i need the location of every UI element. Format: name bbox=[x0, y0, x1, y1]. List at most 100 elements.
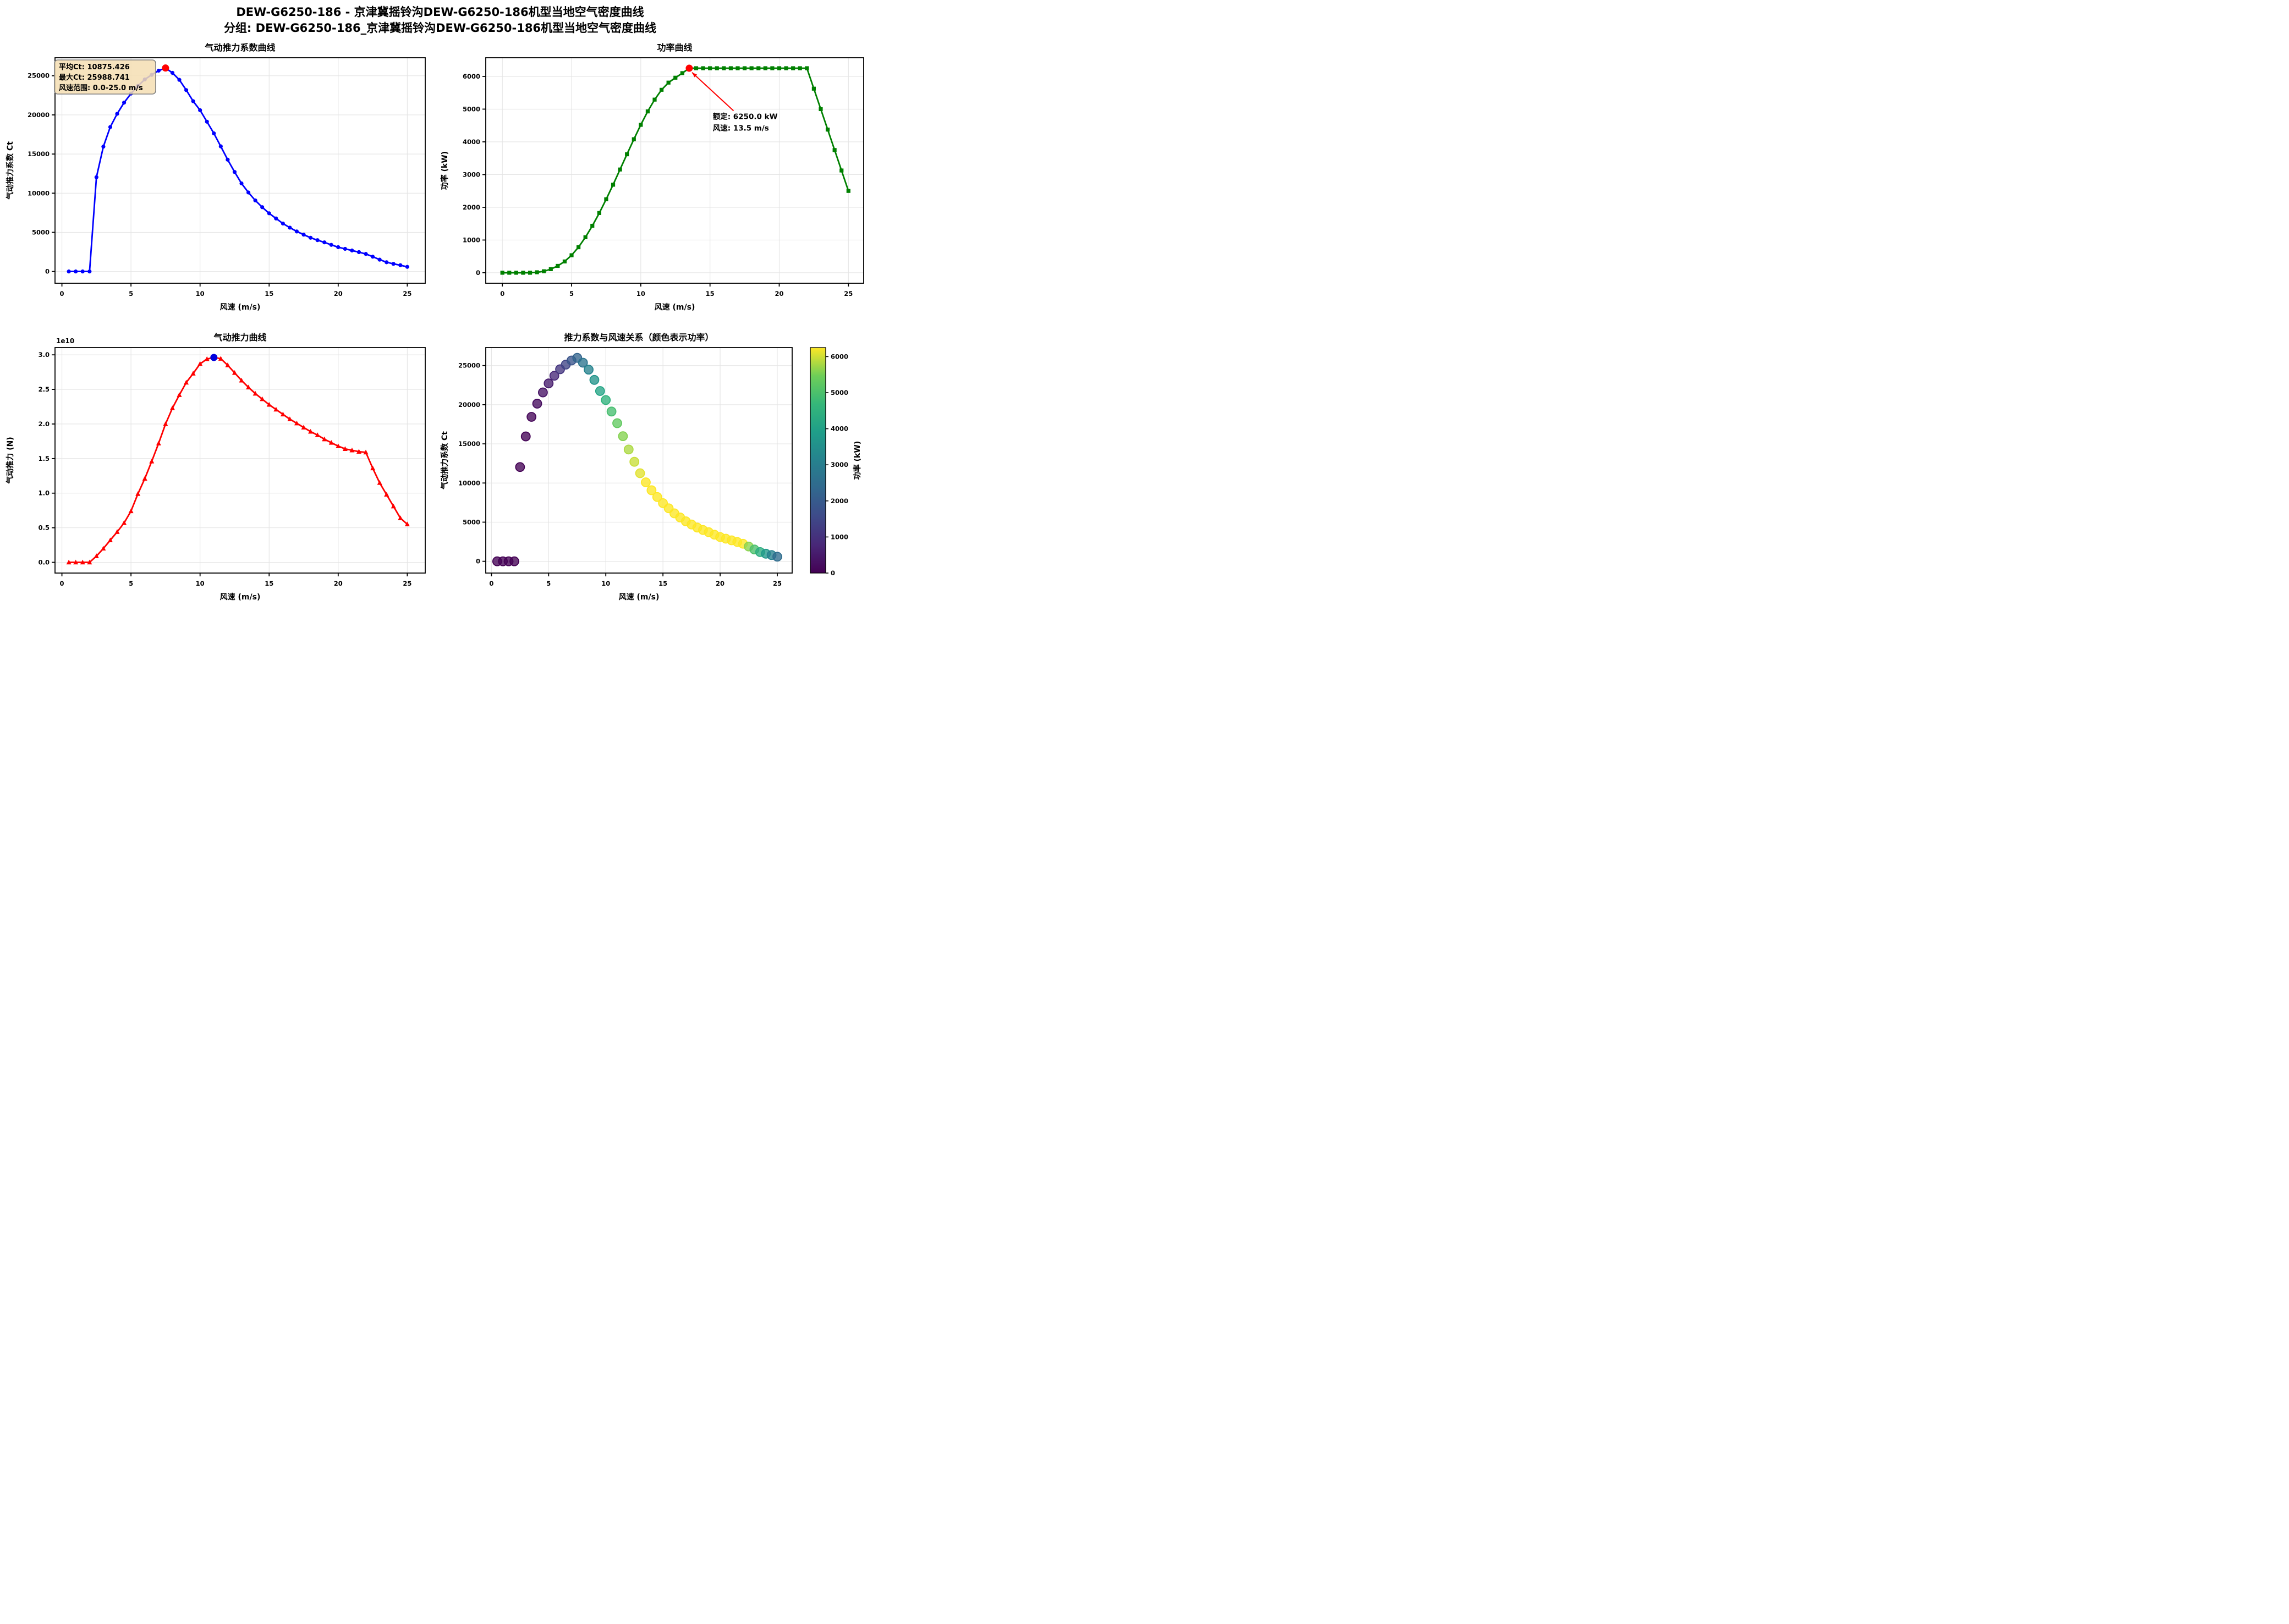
svg-text:25000: 25000 bbox=[28, 72, 50, 80]
colorbar-tick-label: 3000 bbox=[831, 461, 848, 469]
colorbar-tick-label: 0 bbox=[831, 569, 835, 577]
svg-text:4000: 4000 bbox=[463, 138, 480, 146]
x-axis-label: 风速 (m/s) bbox=[655, 302, 695, 312]
svg-text:20000: 20000 bbox=[28, 111, 50, 119]
svg-text:25: 25 bbox=[403, 290, 411, 298]
svg-text:5: 5 bbox=[546, 580, 551, 587]
svg-text:2.5: 2.5 bbox=[39, 386, 50, 393]
svg-text:15: 15 bbox=[658, 580, 667, 587]
colorbar-tick-label: 2000 bbox=[831, 497, 848, 505]
chart-title: 推力系数与风速关系（颜色表示功率） bbox=[564, 332, 713, 343]
svg-text:1.5: 1.5 bbox=[39, 455, 50, 463]
ct-curve-line bbox=[69, 67, 408, 272]
grid-lines bbox=[55, 348, 425, 573]
axis-ticks: 0 5 10 15 20 25 0 1000 2000 3000 4000 5000 6000 bbox=[463, 73, 853, 298]
svg-text:0: 0 bbox=[60, 290, 64, 298]
svg-text:20: 20 bbox=[716, 580, 724, 587]
chart-row-bottom: 0 5 10 15 20 25 0.0 0.5 1.0 1.5 2.0 2.5 3.0 风速 (m/s) 气… bbox=[0, 328, 880, 606]
chart-title: 气动推力曲线 bbox=[213, 332, 266, 343]
x-axis-label: 风速 (m/s) bbox=[220, 302, 261, 312]
svg-text:5000: 5000 bbox=[463, 105, 480, 113]
chart-title: 功率曲线 bbox=[657, 42, 692, 53]
svg-text:15: 15 bbox=[265, 580, 273, 587]
axis-ticks: 0 5 10 15 20 25 0 5000 10000 15000 20000 25000 bbox=[28, 72, 411, 298]
svg-text:0: 0 bbox=[476, 269, 480, 277]
svg-text:2.0: 2.0 bbox=[39, 420, 50, 428]
y-axis-label: 气动推力系数 Ct bbox=[6, 141, 15, 200]
colorbar-tick-label: 5000 bbox=[831, 389, 848, 397]
power-curve-markers bbox=[500, 66, 850, 275]
figure-canvas: DEW-G6250-186 - 京津冀摇铃沟DEW-G6250-186机型当地空… bbox=[0, 0, 880, 624]
axes-frame bbox=[485, 57, 864, 284]
svg-text:15000: 15000 bbox=[458, 440, 480, 448]
colorbar-tick-label: 4000 bbox=[831, 425, 848, 433]
ct-power-scatter-points bbox=[492, 353, 782, 566]
y-axis-label: 功率 (kW) bbox=[440, 151, 449, 190]
chart-row-top: 0 5 10 15 20 25 0 5000 10000 15000 20000 25000 风速 (m… bbox=[0, 38, 880, 316]
svg-text:15000: 15000 bbox=[28, 150, 50, 158]
stats-info-line: 风速范围: 0.0-25.0 m/s bbox=[59, 84, 143, 92]
axes-frame bbox=[54, 57, 426, 284]
svg-text:5000: 5000 bbox=[463, 518, 480, 526]
axes-frame bbox=[485, 347, 793, 574]
chart-title: 气动推力系数曲线 bbox=[204, 42, 275, 53]
svg-text:10000: 10000 bbox=[28, 189, 50, 197]
svg-text:10: 10 bbox=[636, 290, 645, 298]
svg-text:20: 20 bbox=[334, 580, 343, 587]
svg-text:25: 25 bbox=[403, 580, 411, 587]
figure-subtitle: 分组: DEW-G6250-186_京津冀摇铃沟DEW-G6250-186机型当… bbox=[223, 21, 657, 35]
svg-text:0.0: 0.0 bbox=[39, 559, 50, 566]
x-axis-label: 风速 (m/s) bbox=[220, 592, 261, 602]
svg-text:5: 5 bbox=[569, 290, 574, 298]
svg-text:25000: 25000 bbox=[458, 362, 480, 370]
colorbar-tick-label: 6000 bbox=[831, 353, 848, 360]
power-curve-highlight-point bbox=[685, 64, 693, 72]
thrust-curve-line bbox=[69, 356, 408, 563]
ct-curve-highlight-point bbox=[162, 64, 169, 72]
svg-text:5: 5 bbox=[129, 290, 133, 298]
svg-text:15: 15 bbox=[265, 290, 273, 298]
thrust-curve-plot: 0 5 10 15 20 25 0.0 0.5 1.0 1.5 2.0 2.5 3.0 风速 (m/s) 气… bbox=[6, 332, 426, 602]
axis-offset-text: 1e10 bbox=[56, 337, 74, 345]
svg-text:5: 5 bbox=[129, 580, 133, 587]
rated-annotation-line: 风速: 13.5 m/s bbox=[713, 123, 769, 133]
svg-text:20: 20 bbox=[334, 290, 343, 298]
colorbar-tick-label: 1000 bbox=[831, 533, 848, 541]
svg-text:0: 0 bbox=[500, 290, 504, 298]
svg-text:20000: 20000 bbox=[458, 401, 480, 409]
ct-curve-plot: 0 5 10 15 20 25 0 5000 10000 15000 20000 25000 风速 (m… bbox=[6, 42, 426, 312]
grid-lines bbox=[486, 348, 792, 573]
svg-text:25: 25 bbox=[844, 290, 853, 298]
svg-text:2000: 2000 bbox=[463, 203, 480, 211]
svg-text:10000: 10000 bbox=[458, 479, 480, 487]
svg-text:3.0: 3.0 bbox=[39, 351, 50, 359]
chart-thrust-curve: 0 5 10 15 20 25 0.0 0.5 1.0 1.5 2.0 2.5 3.0 风速 (m/s) 气… bbox=[6, 332, 426, 602]
axis-ticks: 0 5 10 15 20 25 0 5000 10000 15000 20000 25000 bbox=[458, 362, 782, 587]
stats-info-line: 最大Ct: 25988.741 bbox=[59, 73, 130, 82]
svg-text:0: 0 bbox=[45, 268, 50, 276]
x-axis-label: 风速 (m/s) bbox=[619, 592, 660, 602]
svg-text:10: 10 bbox=[196, 290, 205, 298]
y-axis-label: 气动推力系数 Ct bbox=[440, 431, 449, 490]
svg-text:0: 0 bbox=[476, 558, 480, 565]
svg-text:15: 15 bbox=[706, 290, 715, 298]
chart-thrust-coefficient-curve: 0 5 10 15 20 25 0 5000 10000 15000 20000 25000 风速 (m… bbox=[6, 42, 426, 312]
thrust-curve-highlight-point bbox=[210, 354, 218, 361]
power-curve-line bbox=[502, 67, 849, 274]
annotation-arrow bbox=[691, 72, 734, 112]
annotation-arrowhead bbox=[691, 72, 698, 78]
svg-text:25: 25 bbox=[773, 580, 782, 587]
svg-text:6000: 6000 bbox=[463, 73, 480, 80]
stats-info-box bbox=[54, 59, 156, 95]
thrust-curve-markers bbox=[66, 355, 410, 565]
svg-text:3000: 3000 bbox=[463, 170, 480, 178]
rated-annotation-line: 额定: 6250.0 kW bbox=[713, 112, 778, 121]
svg-text:0: 0 bbox=[489, 580, 493, 587]
power-curve-plot: 0 5 10 15 20 25 0 1000 2000 3000 4000 5000 6000 风速 (m… bbox=[440, 42, 864, 312]
svg-text:1000: 1000 bbox=[463, 236, 480, 244]
chart-power-curve: 0 5 10 15 20 25 0 1000 2000 3000 4000 5000 6000 风速 (m… bbox=[440, 42, 864, 312]
svg-text:20: 20 bbox=[775, 290, 783, 298]
svg-text:10: 10 bbox=[196, 580, 205, 587]
